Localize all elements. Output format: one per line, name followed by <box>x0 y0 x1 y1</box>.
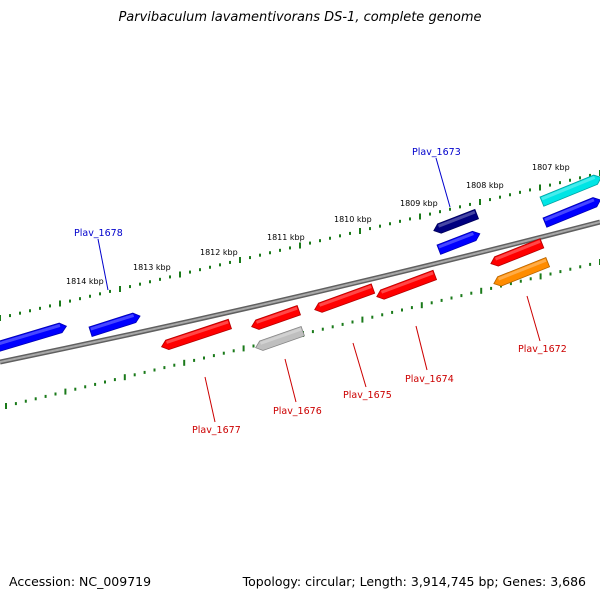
gene-arrow-plav-1674 <box>376 269 438 300</box>
gene-arrow-plav-1677 <box>160 318 232 351</box>
gene-arrow-blue-highlight <box>544 198 595 222</box>
gene-arrow-plav-1676-body <box>255 325 306 351</box>
gene-arrow-plav-1673 <box>433 208 480 234</box>
gene-arrow-plav-1672-highlight <box>497 258 547 281</box>
gene-arrow-plav-1675-highlight <box>318 285 372 307</box>
gene-arrow-cyan <box>539 174 600 207</box>
gene-label-leader <box>526 295 541 342</box>
gene-arrow-plav-1678 <box>88 312 141 338</box>
gene-arrow-plav-1674-body <box>376 269 438 300</box>
gene-arrow-plav-1674-highlight <box>380 271 434 294</box>
scale-label: 1807 kbp <box>532 163 570 172</box>
scale-label: 1809 kbp <box>400 199 438 208</box>
gene-arrow-plav-1672 <box>493 257 551 287</box>
gene-arrow-blue <box>542 197 600 228</box>
gene-label: Plav_1673 <box>412 147 461 158</box>
scale-label: 1808 kbp <box>466 181 504 190</box>
gene-arrow-red-highlight <box>494 239 541 261</box>
gene-arrow-cyan-highlight <box>541 176 596 201</box>
gene-arrow-plav-1675-body <box>314 283 376 313</box>
gene-label-leader <box>415 325 428 371</box>
gene-arrow-plav-1676 <box>255 325 306 351</box>
gene-arrow-cyan-body <box>539 174 600 207</box>
scale-label: 1810 kbp <box>334 215 372 224</box>
gene-arrow-red <box>251 304 302 330</box>
accession-text: Accession: NC_009719 <box>9 574 152 589</box>
gene-arrow-plav-1672-body <box>493 257 551 287</box>
gene-arrow-plav-1673-body <box>433 208 480 234</box>
gene-arrow-blue <box>436 230 481 255</box>
gene-arrow-blue <box>0 322 68 353</box>
gene-label-leader <box>284 358 297 403</box>
gene-arrow-plav-1675 <box>314 283 376 313</box>
gene-arrow-plav-1676-highlight <box>259 327 302 345</box>
gene-arrow-blue-body <box>436 230 481 255</box>
gene-label: Plav_1676 <box>273 406 322 417</box>
gene-label: Plav_1675 <box>343 390 392 401</box>
gene-arrow-blue-highlight <box>438 232 474 249</box>
gene-label: Plav_1677 <box>192 425 241 436</box>
topology-summary-text: Topology: circular; Length: 3,914,745 bp… <box>242 574 586 589</box>
gene-arrow-plav-1673-highlight <box>437 210 476 228</box>
scale-label: 1813 kbp <box>133 263 171 272</box>
scale-label: 1812 kbp <box>200 248 238 257</box>
scale-label: 1811 kbp <box>267 233 305 242</box>
gene-arrow-red-body <box>490 238 545 267</box>
gene-arrow-plav-1678-body <box>88 312 141 338</box>
gene-arrow-red-highlight <box>255 306 298 324</box>
map-title: Parvibaculum lavamentivorans DS-1, compl… <box>118 10 482 25</box>
gene-arrow-plav-1677-highlight <box>166 320 229 344</box>
gene-label: Plav_1678 <box>74 228 123 239</box>
gene-arrow-blue-body <box>542 197 600 228</box>
gene-arrow-blue-highlight <box>0 324 61 346</box>
gene-arrow-plav-1678-highlight <box>90 314 135 331</box>
gene-arrow-red-body <box>251 304 302 330</box>
gene-label-leader <box>352 342 367 388</box>
gene-arrow-plav-1677-body <box>160 318 232 351</box>
gene-arrow-red <box>490 238 545 267</box>
gene-label-leader <box>97 238 109 291</box>
gene-label: Plav_1672 <box>518 344 567 355</box>
genome-backbone-inner <box>0 221 600 363</box>
gene-arrow-blue-body <box>0 322 68 353</box>
gene-label: Plav_1674 <box>405 374 454 385</box>
gene-label-leader <box>435 157 451 208</box>
scale-label: 1814 kbp <box>66 277 104 286</box>
gene-label-leader <box>204 376 216 423</box>
